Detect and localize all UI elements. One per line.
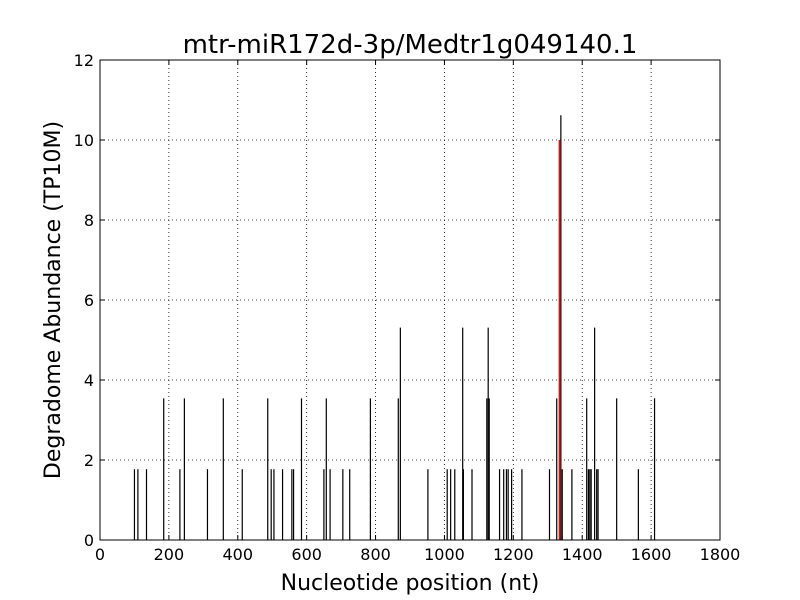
x-tick-label: 1200 bbox=[493, 545, 534, 564]
y-tick-label: 8 bbox=[84, 211, 94, 230]
y-axis-label: Degradome Abundance (TP10M) bbox=[41, 121, 66, 479]
grid bbox=[100, 60, 720, 540]
ticks: 0 200 400 600 800 1000 1200 1400 1600 1800 0 2 4 6 8 10… bbox=[74, 51, 741, 564]
chart-title: mtr-miR172d-3p/Medtr1g049140.1 bbox=[183, 30, 638, 60]
x-tick-label: 1600 bbox=[631, 545, 672, 564]
x-tick-label: 1400 bbox=[562, 545, 603, 564]
x-tick-label: 400 bbox=[223, 545, 254, 564]
x-tick-label: 200 bbox=[154, 545, 185, 564]
bars bbox=[133, 115, 656, 540]
y-tick-label: 4 bbox=[84, 371, 94, 390]
y-tick-label: 12 bbox=[74, 51, 94, 70]
y-tick-label: 10 bbox=[74, 131, 94, 150]
x-tick-label: 1000 bbox=[424, 545, 465, 564]
y-tick-label: 0 bbox=[84, 531, 94, 550]
x-axis-label: Nucleotide position (nt) bbox=[281, 571, 540, 596]
x-tick-label: 0 bbox=[95, 545, 105, 564]
y-tick-label: 2 bbox=[84, 451, 94, 470]
x-tick-label: 800 bbox=[360, 545, 391, 564]
x-tick-label: 600 bbox=[291, 545, 322, 564]
y-tick-label: 6 bbox=[84, 291, 94, 310]
x-tick-label: 1800 bbox=[700, 545, 741, 564]
